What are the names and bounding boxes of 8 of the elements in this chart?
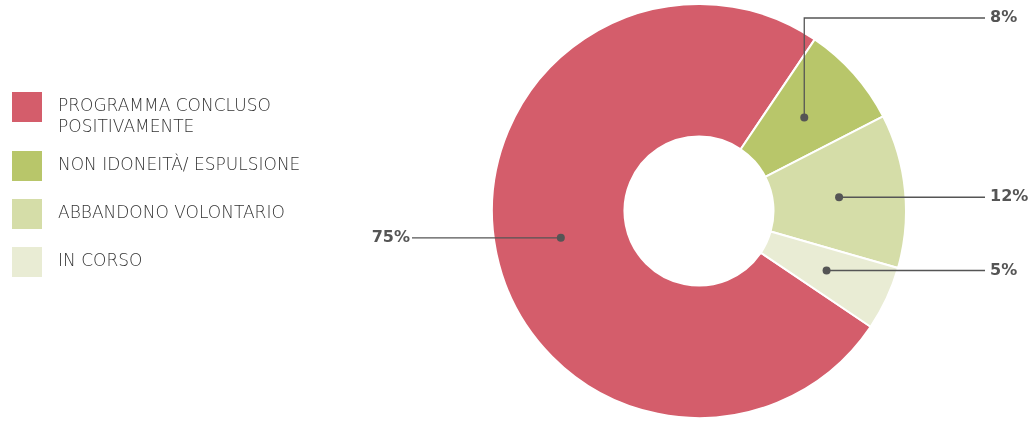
data-label: 8% — [990, 7, 1018, 27]
legend-label: IN CORSO — [58, 249, 143, 271]
legend-label: ABBANDONO VOLONTARIO — [58, 201, 285, 223]
data-label: 5% — [990, 259, 1018, 279]
data-label: 12% — [990, 186, 1029, 206]
legend-label: NON IDONEITÀ/ ESPULSIONE — [58, 152, 301, 175]
data-label: 75% — [371, 227, 410, 247]
legend-label: PROGRAMMA CONCLUSO POSITIVAMENTE — [58, 94, 272, 137]
